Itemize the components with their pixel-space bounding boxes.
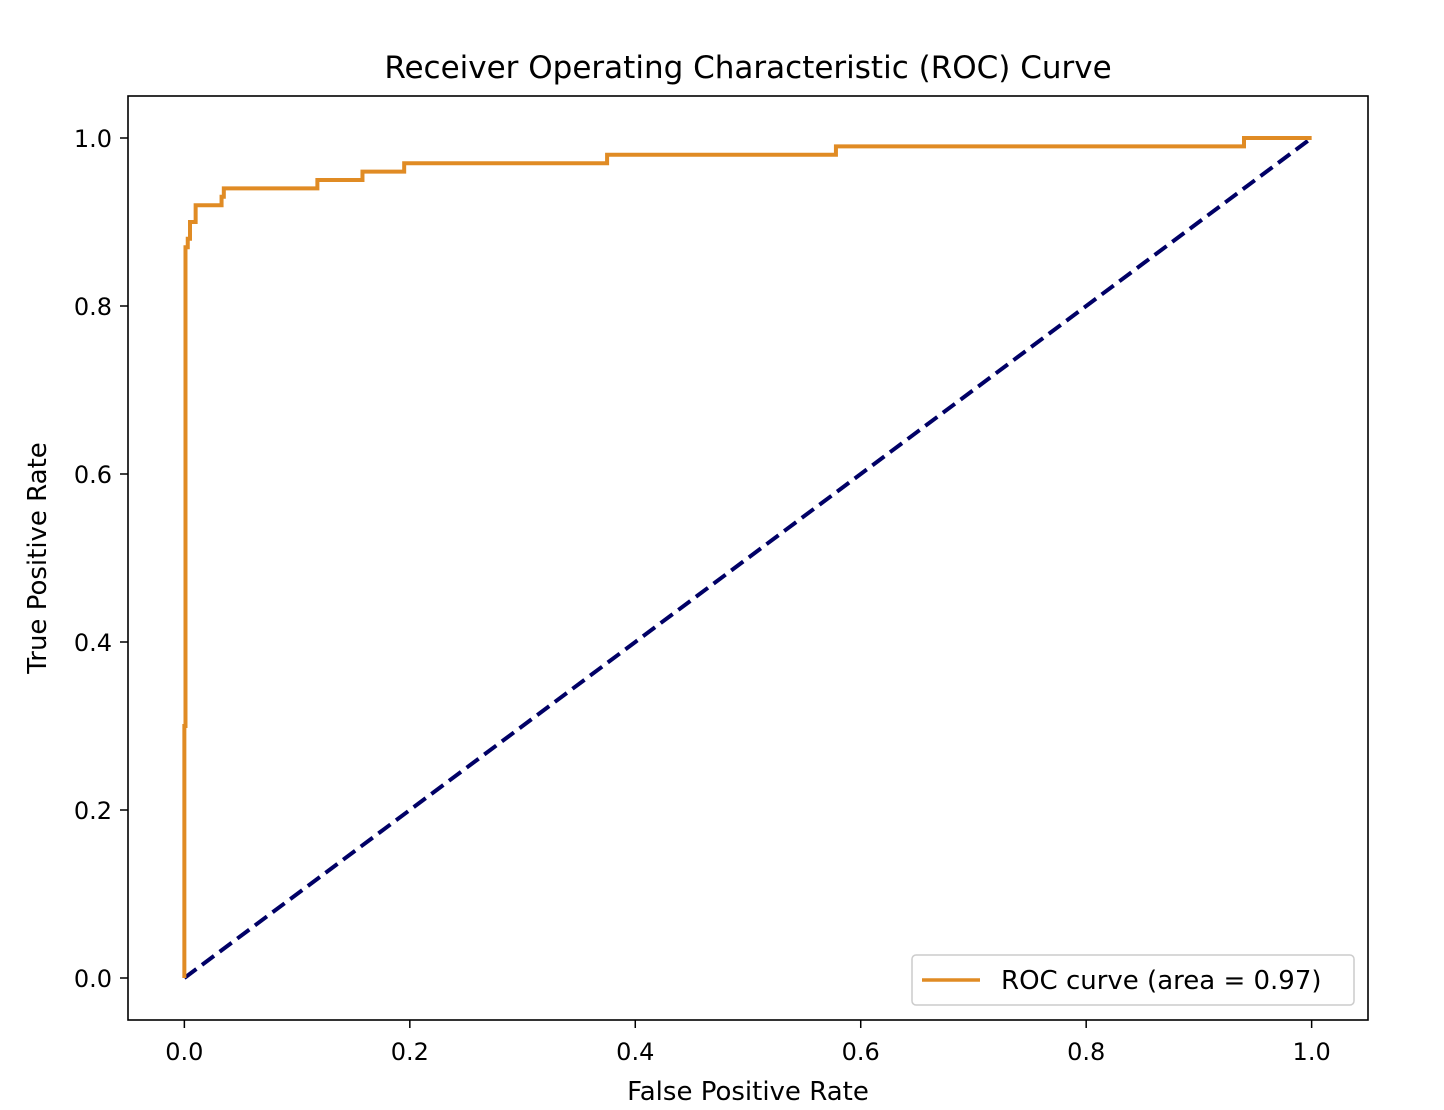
plot-area [127, 95, 1369, 1021]
x-tick-label: 1.0 [1293, 1038, 1331, 1066]
series-layer [182, 136, 1313, 980]
x-tick-label: 0.0 [165, 1038, 203, 1066]
y-axis: 0.0 0.2 0.4 0.6 0.8 1.0 [74, 125, 128, 993]
x-axis: 0.0 0.2 0.4 0.6 0.8 1.0 [165, 1020, 1331, 1066]
y-tick-label: 1.0 [74, 125, 112, 153]
legend-box [911, 954, 1355, 1006]
legend-label: ROC curve (area = 0.97) [1001, 966, 1322, 996]
x-tick-label: 0.8 [1067, 1038, 1105, 1066]
y-tick-label: 0.0 [74, 965, 112, 993]
x-tick-label: 0.2 [391, 1038, 429, 1066]
y-tick-label: 0.2 [74, 797, 112, 825]
x-axis-title: False Positive Rate [627, 1077, 869, 1107]
y-axis-title: True Positive Rate [23, 442, 53, 675]
chance-diagonal-line [183, 136, 1313, 980]
y-tick-label: 0.6 [74, 461, 112, 489]
chart-title: Receiver Operating Characteristic (ROC) … [384, 50, 1111, 86]
legend: ROC curve (area = 0.97) [911, 954, 1355, 1006]
x-tick-label: 0.4 [616, 1038, 654, 1066]
roc-curve-line [182, 136, 1312, 978]
y-tick-label: 0.4 [74, 629, 112, 657]
axes-frame [127, 95, 1369, 1021]
x-tick-label: 0.6 [842, 1038, 880, 1066]
y-tick-label: 0.8 [74, 293, 112, 321]
